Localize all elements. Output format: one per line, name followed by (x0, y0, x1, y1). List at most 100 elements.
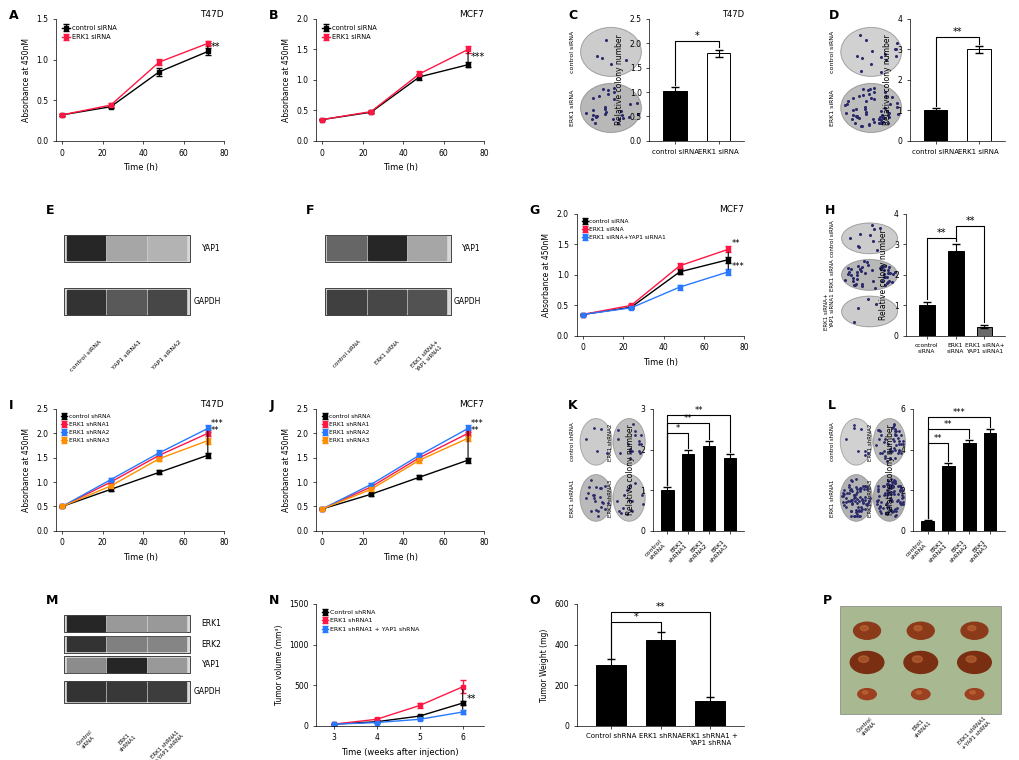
Text: YAP1: YAP1 (462, 244, 480, 252)
Y-axis label: Absorbance at 450nM: Absorbance at 450nM (542, 233, 550, 317)
Text: ERK1 siRNA+
YAP1 siRNA1: ERK1 siRNA+ YAP1 siRNA1 (823, 293, 834, 330)
Text: *: * (633, 613, 638, 622)
Text: **: ** (655, 602, 664, 612)
Text: ***: *** (211, 419, 223, 428)
Bar (942, 466, 954, 530)
Text: J: J (269, 399, 274, 412)
Bar (67, 290, 105, 314)
Bar (64, 635, 191, 653)
Ellipse shape (840, 419, 871, 465)
Text: **: ** (964, 216, 974, 226)
X-axis label: Time (h): Time (h) (122, 163, 157, 172)
Text: ERK1: ERK1 (201, 619, 220, 628)
Text: C: C (568, 9, 577, 22)
Text: **: ** (471, 426, 479, 435)
Ellipse shape (580, 419, 611, 465)
Ellipse shape (965, 656, 975, 663)
Y-axis label: Tumor volume (mm³): Tumor volume (mm³) (274, 625, 283, 705)
X-axis label: Time (h): Time (h) (642, 358, 678, 367)
Text: **: ** (684, 414, 692, 423)
Text: MCF7: MCF7 (459, 400, 484, 409)
Text: ERK1 shRNA3: ERK1 shRNA3 (867, 480, 872, 517)
Text: ERK2: ERK2 (201, 640, 220, 648)
Text: control shRNA: control shRNA (570, 423, 575, 461)
Bar (107, 657, 146, 672)
Text: I: I (9, 399, 13, 412)
Text: MCF7: MCF7 (718, 205, 744, 214)
Ellipse shape (911, 689, 929, 700)
Text: Control
siRNA: Control siRNA (75, 730, 97, 751)
Text: O: O (529, 594, 540, 607)
Y-axis label: Relative colony number: Relative colony number (881, 34, 891, 125)
Text: YAP1 siRNA2: YAP1 siRNA2 (151, 340, 182, 371)
Text: ERK1 siRNA+
YAP1 siRNA1: ERK1 siRNA+ YAP1 siRNA1 (410, 340, 443, 373)
Bar (148, 236, 185, 260)
Text: ***: *** (952, 408, 964, 417)
Y-axis label: Relative colony number: Relative colony number (886, 425, 894, 515)
Text: YAP1: YAP1 (202, 660, 220, 670)
Bar (107, 637, 146, 651)
Text: **: ** (211, 43, 220, 52)
Bar (702, 445, 714, 530)
Text: ERK1 shRNA3: ERK1 shRNA3 (607, 480, 612, 517)
Bar (67, 637, 105, 651)
Text: ***: *** (471, 419, 483, 428)
Text: control shRNA: control shRNA (829, 423, 835, 461)
Ellipse shape (841, 296, 897, 327)
Ellipse shape (911, 656, 921, 663)
Text: H: H (824, 204, 835, 217)
Bar (107, 682, 146, 701)
Text: GAPDH: GAPDH (453, 297, 480, 306)
X-axis label: Time (h): Time (h) (382, 163, 418, 172)
Bar (408, 236, 445, 260)
Bar (367, 290, 406, 314)
Ellipse shape (862, 691, 867, 694)
Y-axis label: Tumor Weight (mg): Tumor Weight (mg) (539, 629, 548, 701)
Text: ERK1 siRNA: ERK1 siRNA (829, 259, 834, 291)
Text: **: ** (932, 435, 942, 444)
Bar (408, 290, 445, 314)
Text: GAPDH: GAPDH (193, 297, 220, 306)
Text: *: * (694, 31, 699, 41)
Y-axis label: Absorbance at 450nM: Absorbance at 450nM (281, 428, 290, 512)
Text: F: F (306, 204, 315, 217)
Bar (324, 288, 450, 315)
Ellipse shape (840, 84, 901, 132)
Bar (975, 327, 991, 336)
Bar (923, 110, 947, 141)
Text: ERK1 shRNA1: ERK1 shRNA1 (829, 480, 835, 517)
Ellipse shape (850, 651, 882, 673)
Bar (64, 288, 191, 315)
Text: *: * (675, 424, 680, 433)
Text: ERK1 shRNA2: ERK1 shRNA2 (607, 423, 612, 461)
Bar (662, 90, 687, 141)
Y-axis label: Absorbance at 450nM: Absorbance at 450nM (21, 428, 31, 512)
Ellipse shape (964, 689, 982, 700)
Y-axis label: Absorbance at 450nM: Absorbance at 450nM (21, 38, 31, 122)
Ellipse shape (612, 419, 644, 465)
Text: ERK1 shRNA1
+YAP1 shRNA: ERK1 shRNA1 +YAP1 shRNA (150, 730, 184, 760)
Text: **: ** (211, 426, 219, 435)
Bar (682, 454, 694, 530)
Text: control siRNA: control siRNA (829, 220, 834, 257)
Bar (148, 616, 185, 631)
Legend: control shRNA, ERK1 shRNA1, ERK1 shRNA2, ERK1 shRNA3: control shRNA, ERK1 shRNA1, ERK1 shRNA2,… (59, 412, 113, 445)
Bar (64, 615, 191, 632)
Ellipse shape (857, 689, 875, 700)
Ellipse shape (858, 656, 868, 663)
Ellipse shape (580, 84, 641, 132)
Text: T47D: T47D (200, 10, 224, 19)
Bar (67, 682, 105, 701)
Text: control siRNA: control siRNA (331, 340, 361, 369)
Y-axis label: Relative colony number: Relative colony number (878, 230, 888, 320)
Bar (645, 641, 675, 726)
Ellipse shape (969, 691, 974, 694)
Bar (966, 49, 989, 141)
Bar (67, 236, 105, 260)
Legend: control siRNA, ERK1 siRNA: control siRNA, ERK1 siRNA (319, 22, 379, 43)
Text: B: B (269, 9, 278, 22)
Text: P: P (822, 594, 832, 607)
Bar (983, 433, 996, 530)
Ellipse shape (580, 475, 611, 521)
Bar (64, 681, 191, 703)
